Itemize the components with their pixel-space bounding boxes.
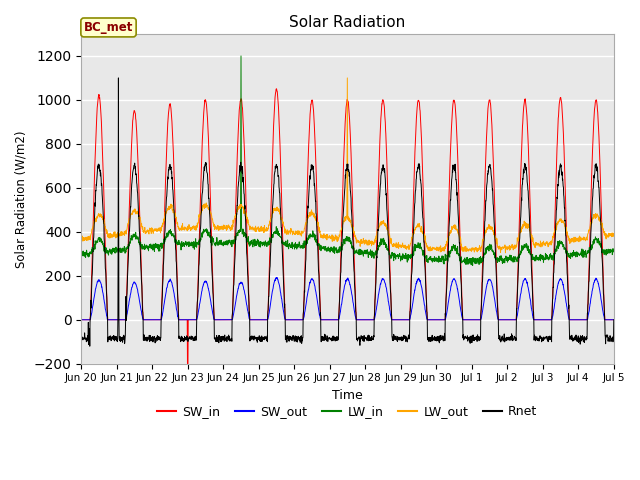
SW_out [374, 292, 382, 298]
SW_in [184, 361, 191, 367]
Rnet [502, 337, 510, 343]
LW_in [374, 246, 382, 252]
LW_in [363, 251, 371, 257]
SW_in [364, 317, 371, 323]
LW_out [502, 245, 510, 251]
LW_out [578, 236, 586, 242]
Line: LW_in: LW_in [81, 56, 614, 265]
LW_out [610, 233, 618, 239]
Rnet [86, 343, 93, 349]
LW_out [563, 232, 571, 238]
LW_in [77, 252, 85, 257]
X-axis label: Time: Time [332, 389, 363, 402]
SW_out [363, 317, 371, 323]
SW_out [226, 317, 234, 323]
SW_out [610, 317, 618, 323]
LW_in [237, 53, 245, 59]
SW_in [273, 86, 280, 92]
Title: Solar Radiation: Solar Radiation [289, 15, 406, 30]
LW_out [77, 236, 85, 241]
SW_in [610, 317, 618, 323]
LW_out [226, 226, 234, 231]
SW_out [502, 317, 510, 323]
LW_in [469, 263, 477, 268]
SW_in [578, 317, 586, 323]
Line: SW_out: SW_out [81, 277, 614, 320]
Rnet [364, 338, 371, 344]
SW_in [563, 252, 571, 258]
LW_out [374, 225, 382, 230]
Line: Rnet: Rnet [81, 78, 614, 346]
Rnet [578, 337, 586, 343]
Rnet [115, 75, 122, 81]
SW_out [563, 304, 571, 310]
SW_out [273, 275, 280, 280]
LW_in [502, 257, 510, 263]
Rnet [563, 270, 571, 276]
LW_in [226, 239, 234, 245]
Line: SW_in: SW_in [81, 89, 614, 364]
Y-axis label: Solar Radiation (W/m2): Solar Radiation (W/m2) [15, 130, 28, 267]
Rnet [375, 214, 383, 219]
LW_in [578, 246, 586, 252]
Legend: SW_in, SW_out, LW_in, LW_out, Rnet: SW_in, SW_out, LW_in, LW_out, Rnet [152, 400, 543, 423]
SW_in [502, 317, 510, 323]
Text: BC_met: BC_met [84, 21, 133, 34]
Rnet [77, 337, 85, 343]
Rnet [227, 336, 234, 342]
Line: LW_out: LW_out [81, 78, 614, 253]
SW_out [578, 317, 586, 323]
LW_out [502, 250, 509, 256]
SW_out [77, 317, 85, 323]
SW_in [77, 317, 85, 323]
LW_out [363, 238, 371, 243]
LW_in [610, 247, 618, 252]
LW_in [563, 251, 571, 257]
Rnet [610, 317, 618, 323]
SW_in [375, 173, 383, 179]
SW_in [226, 317, 234, 323]
LW_out [344, 75, 351, 81]
